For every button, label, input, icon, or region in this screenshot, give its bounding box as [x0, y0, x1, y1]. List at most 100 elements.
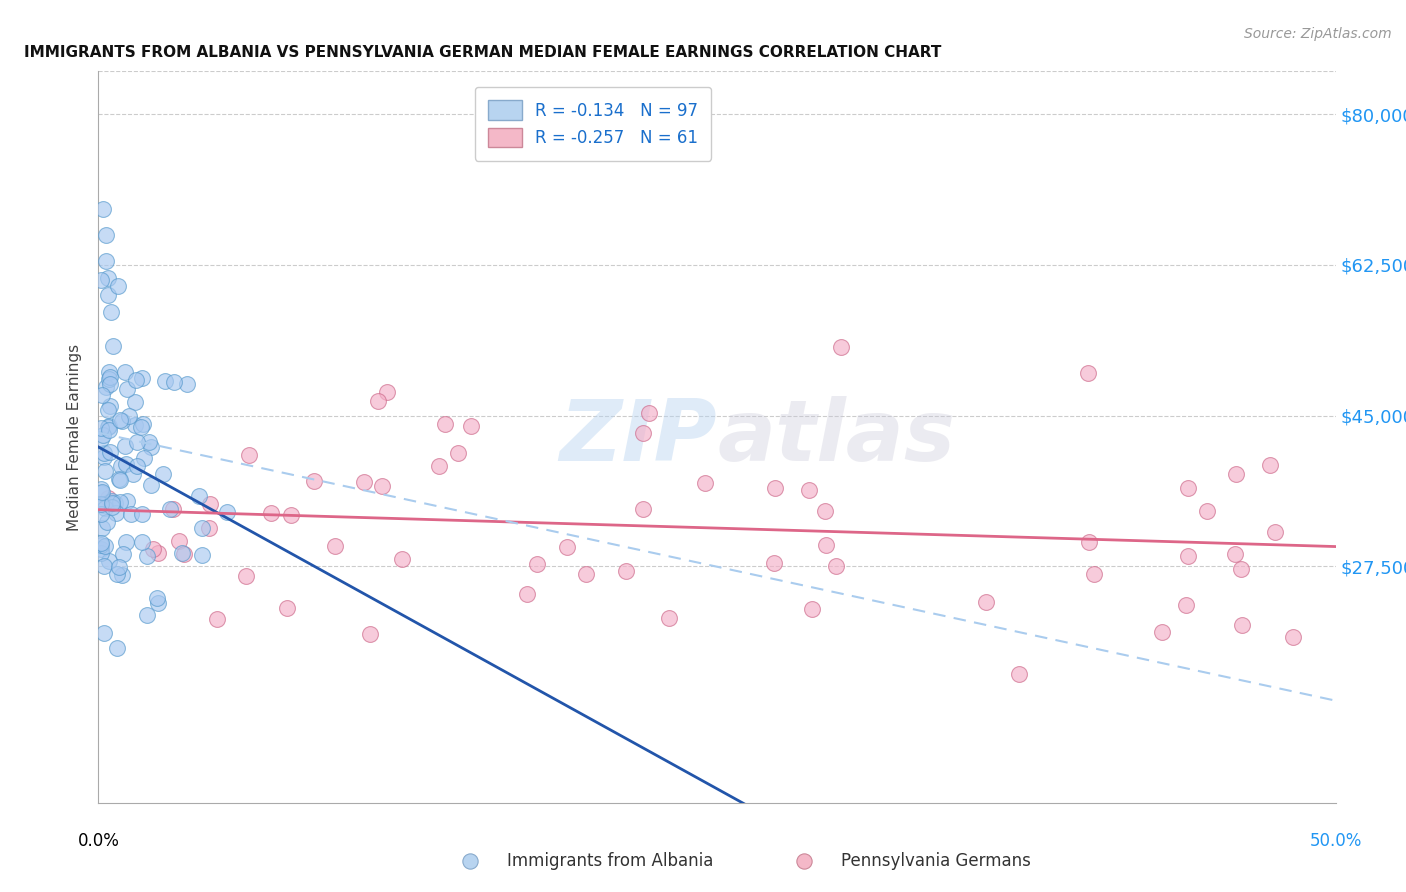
Point: [132, 450, 155, 465]
Point: [94, 227, 117, 242]
Text: ZIP: ZIP: [560, 395, 717, 479]
Point: [90, 508, 112, 522]
Point: [93, 559, 115, 574]
Point: [90, 482, 112, 496]
Text: 50.0%: 50.0%: [1309, 832, 1362, 850]
Point: [114, 365, 136, 379]
Point: [124, 373, 146, 387]
Point: [90, 432, 112, 446]
Point: [1230, 562, 1253, 576]
Point: [93, 202, 115, 216]
Point: [170, 546, 193, 560]
Point: [117, 409, 139, 423]
Point: [98, 423, 121, 437]
Text: Pennsylvania Germans: Pennsylvania Germans: [841, 853, 1031, 871]
Point: [104, 506, 127, 520]
Point: [90, 497, 112, 511]
Text: atlas: atlas: [717, 395, 955, 479]
Point: [614, 564, 637, 578]
Point: [1281, 630, 1303, 644]
Point: [110, 413, 132, 427]
Point: [111, 567, 134, 582]
Point: [105, 640, 128, 655]
Point: [100, 496, 122, 510]
Point: [658, 610, 681, 624]
Point: [105, 566, 128, 581]
Point: [98, 444, 121, 458]
Point: [205, 612, 228, 626]
Point: [159, 502, 181, 516]
Point: [117, 382, 139, 396]
Point: [191, 521, 214, 535]
Point: [124, 417, 146, 432]
Point: [238, 448, 260, 462]
Point: [135, 549, 157, 563]
Point: [136, 607, 159, 622]
Legend: R = -0.134   N = 97, R = -0.257   N = 61: R = -0.134 N = 97, R = -0.257 N = 61: [475, 87, 711, 161]
Point: [460, 419, 482, 434]
Point: [1264, 524, 1286, 539]
Point: [101, 494, 124, 508]
Point: [198, 497, 221, 511]
Point: [120, 508, 142, 522]
Point: [695, 475, 717, 490]
Point: [217, 505, 239, 519]
Point: [100, 500, 122, 514]
Point: [110, 459, 132, 474]
Point: [575, 566, 598, 581]
Point: [1077, 366, 1099, 380]
Text: IMMIGRANTS FROM ALBANIA VS PENNSYLVANIA GERMAN MEDIAN FEMALE EARNINGS CORRELATIO: IMMIGRANTS FROM ALBANIA VS PENNSYLVANIA …: [24, 45, 942, 61]
Point: [515, 587, 537, 601]
Point: [97, 420, 120, 434]
Text: Immigrants from Albania: Immigrants from Albania: [506, 853, 713, 871]
Point: [93, 450, 115, 464]
Point: [107, 279, 129, 293]
Point: [1008, 666, 1031, 681]
Point: [814, 538, 837, 552]
Point: [1083, 566, 1105, 581]
Point: [1230, 618, 1253, 632]
Point: [114, 535, 136, 549]
Point: [98, 554, 121, 568]
Point: [139, 478, 162, 492]
Point: [90, 542, 112, 557]
Point: [91, 520, 114, 534]
Point: [94, 464, 117, 478]
Point: [1223, 547, 1246, 561]
Point: [131, 371, 153, 385]
Point: [763, 557, 786, 571]
Point: [173, 548, 195, 562]
Point: [830, 340, 852, 354]
Point: [276, 600, 298, 615]
Point: [187, 489, 209, 503]
Point: [631, 425, 654, 440]
Point: [162, 501, 184, 516]
Point: [1197, 503, 1219, 517]
Point: [1078, 534, 1101, 549]
Point: [91, 498, 114, 512]
Point: [555, 541, 578, 555]
Point: [111, 414, 134, 428]
Point: [146, 596, 169, 610]
Point: [90, 272, 112, 286]
Point: [91, 388, 114, 402]
Point: [108, 495, 131, 509]
Point: [94, 380, 117, 394]
Point: [427, 458, 450, 473]
Point: [148, 545, 170, 559]
Point: [146, 591, 169, 606]
Point: [90, 546, 112, 560]
Point: [94, 539, 117, 553]
Point: [90, 537, 112, 551]
Point: [107, 560, 129, 574]
Point: [974, 595, 997, 609]
Point: [797, 483, 820, 498]
Point: [302, 474, 325, 488]
Point: [127, 458, 149, 473]
Point: [97, 372, 120, 386]
Point: [97, 271, 120, 285]
Point: [1225, 467, 1247, 482]
Point: [813, 503, 835, 517]
Point: [129, 420, 152, 434]
Text: 0.0%: 0.0%: [77, 832, 120, 850]
